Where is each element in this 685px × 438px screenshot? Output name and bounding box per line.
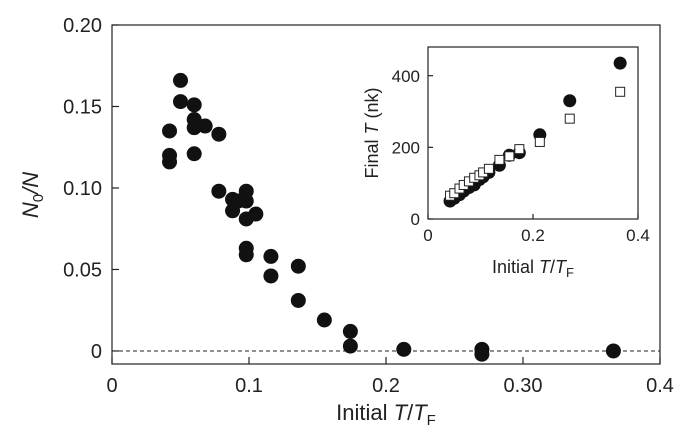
main-circle-point: [248, 206, 264, 222]
main-x-tick-label: 0.30: [504, 375, 543, 397]
main-circle-point: [238, 247, 254, 263]
main-circle-point: [474, 346, 490, 362]
main-x-tick-label: 0: [106, 375, 117, 397]
inset-square-point: [615, 86, 626, 97]
main-plot: 0 0.1 0.2 0.30 0.400.050.100.150.20: [63, 15, 674, 397]
inset-y-tick-label: 0: [411, 210, 420, 229]
inset-x-axis-label: Initial T/TF: [492, 257, 574, 280]
inset-square-point: [514, 144, 525, 155]
main-x-tick-label: 0.2: [372, 375, 400, 397]
main-y-tick-label: 0.15: [63, 97, 102, 119]
inset-y-tick-label: 200: [392, 138, 420, 157]
main-x-tick-label: 0.4: [646, 375, 674, 397]
main-circle-point: [186, 120, 202, 136]
inset-x-tick-label: 0: [423, 226, 432, 245]
main-circle-point: [342, 338, 358, 354]
main-circle-point: [186, 146, 202, 162]
main-circle-point: [186, 97, 202, 113]
inset-y-axis-label: Final T (nk): [362, 87, 382, 178]
inset-circle-point: [613, 56, 627, 70]
main-circle-point: [396, 341, 412, 357]
main-circle-point: [197, 118, 213, 134]
main-y-tick-label: 0.20: [63, 15, 102, 37]
main-y-tick-label: 0.05: [63, 260, 102, 282]
main-x-axis-label: Initial T/TF: [336, 400, 436, 429]
inset-x-tick-label: 0.4: [626, 226, 650, 245]
main-x-tick-label: 0.1: [235, 375, 263, 397]
main-circle-point: [290, 292, 306, 308]
inset-square-point: [483, 163, 494, 174]
main-circle-point: [162, 154, 178, 170]
main-circle-point: [290, 258, 306, 274]
main-circle-point: [316, 312, 332, 328]
inset-square-point: [494, 154, 505, 165]
inset-square-point: [534, 136, 545, 147]
main-circle-point: [173, 72, 188, 88]
main-circle-point: [238, 193, 254, 209]
inset-square-point: [504, 151, 515, 162]
main-circle-point: [342, 323, 358, 339]
main-circle-point: [211, 183, 227, 199]
main-circle-point: [263, 248, 279, 264]
inset-square-point: [564, 113, 575, 124]
main-y-tick-label: 0: [91, 341, 102, 363]
main-y-tick-label: 0.10: [63, 178, 102, 200]
main-circle-point: [263, 268, 279, 284]
main-circle-point: [605, 343, 621, 359]
inset-circle-point: [563, 94, 577, 108]
inset-x-tick-label: 0.2: [521, 226, 545, 245]
main-circle-point: [211, 126, 227, 142]
inset-y-tick-label: 400: [392, 67, 420, 86]
main-circle-point: [162, 123, 178, 139]
inset-plot: 0 0.2 0.4 0 200 400: [392, 56, 650, 245]
main-y-axis-label: N0/N: [18, 172, 47, 218]
main-circle-point: [173, 94, 188, 110]
